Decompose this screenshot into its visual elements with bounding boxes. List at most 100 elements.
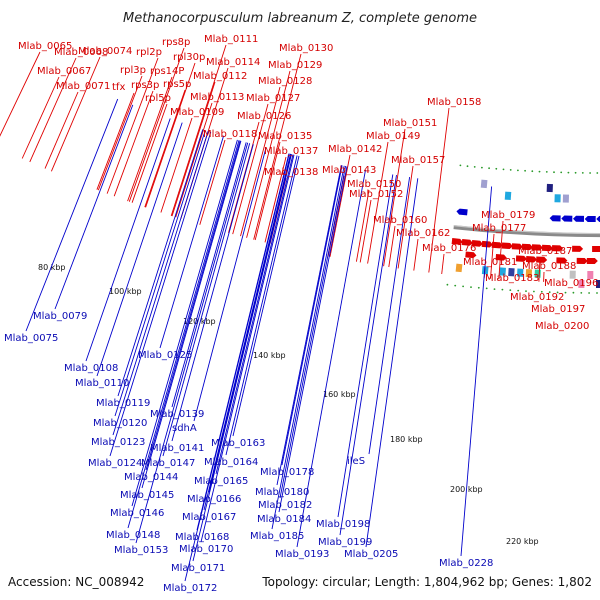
forward-gene xyxy=(465,251,477,259)
leader-line xyxy=(145,140,241,471)
reverse-gene-labels: Mlab_0079 Mlab_0075 Mlab_0108 Mlab_0110 … xyxy=(4,311,493,594)
forward-gene xyxy=(451,237,463,245)
tick-label-140: 140 kbp xyxy=(253,351,286,360)
gene-label: Mlab_0182 xyxy=(258,500,312,511)
leader-line xyxy=(383,128,406,267)
leader-line xyxy=(54,104,134,310)
forward-gene xyxy=(556,257,568,264)
leader-line xyxy=(339,175,397,536)
feature-block xyxy=(554,194,561,203)
arrow-shape xyxy=(592,245,600,253)
gene-label: rps8p xyxy=(162,37,190,48)
leader-line xyxy=(117,129,204,397)
guide-dot xyxy=(459,164,462,167)
gene-label: Mlab_0152 xyxy=(349,189,403,200)
gene-label: rps3p xyxy=(131,80,159,91)
guide-dot xyxy=(531,170,534,173)
leader-line xyxy=(225,155,298,456)
gene-label: Mlab_0075 xyxy=(4,333,58,344)
arrow-shape xyxy=(561,215,573,222)
leader-line xyxy=(192,154,292,562)
leader-line xyxy=(271,165,345,530)
leader-line xyxy=(498,220,504,280)
leader-line xyxy=(538,256,541,282)
arrow-shape xyxy=(531,244,543,251)
gene-label: Mlab_0120 xyxy=(93,418,147,429)
gene-label: Mlab_0193 xyxy=(275,549,329,560)
gene-label: Mlab_0141 xyxy=(150,443,204,454)
gene-label: Mlab_0160 xyxy=(373,215,427,226)
gene-label: Mlab_0164 xyxy=(204,457,258,468)
gene-label: Mlab_0128 xyxy=(258,76,312,87)
feature-block xyxy=(480,179,488,189)
gene-label: Mlab_0171 xyxy=(171,563,225,574)
gene-label: Mlab_0067 xyxy=(37,66,91,77)
gene-label: Mlab_0139 xyxy=(150,409,204,420)
gene-label: Mlab_0166 xyxy=(187,494,241,505)
guide-dot xyxy=(538,170,541,173)
leader-line xyxy=(240,86,281,237)
arrow-shape xyxy=(573,215,585,222)
forward-gene xyxy=(541,244,553,252)
guide-dot xyxy=(540,290,543,293)
tick-label-120: 120 kbp xyxy=(183,317,216,326)
gene-label: Mlab_0178 xyxy=(260,467,314,478)
guide-dot xyxy=(517,289,520,292)
gene-label: Mlab_0176 xyxy=(422,243,476,254)
gene-label: Mlab_0198 xyxy=(316,519,370,530)
arrow-shape xyxy=(495,254,507,261)
leader-line xyxy=(397,165,414,269)
gene-label: rpl5p xyxy=(145,93,171,104)
gene-label: Mlab_0150 xyxy=(347,179,401,190)
forward-gene xyxy=(586,257,598,265)
genome-backbone-highlight xyxy=(453,225,600,235)
guide-dot xyxy=(580,292,583,294)
leader-line xyxy=(367,141,389,264)
gene-label: Mlab_0205 xyxy=(344,549,398,560)
gene-label: Mlab_0145 xyxy=(120,490,174,501)
guide-dot xyxy=(462,285,464,288)
gene-label: Mlab_0183 xyxy=(485,273,539,284)
leader-line xyxy=(145,62,196,208)
gene-label: Mlab_0197 xyxy=(531,304,585,315)
guide-dot xyxy=(502,168,505,171)
gene-label: Mlab_0177 xyxy=(472,223,526,234)
leader-line xyxy=(159,135,225,349)
leader-line xyxy=(296,169,366,548)
leader-line xyxy=(184,153,290,582)
guide-dot xyxy=(446,283,449,286)
gene-label: Mlab_0130 xyxy=(279,43,333,54)
leader-line xyxy=(199,139,226,225)
leader-line xyxy=(171,142,247,408)
gene-label: Mlab_0135 xyxy=(258,131,312,142)
arrow-shape xyxy=(461,239,473,246)
forward-gene xyxy=(495,254,507,261)
gene-label: Mlab_0147 xyxy=(141,458,195,469)
guide-dot xyxy=(481,166,483,169)
leader-line xyxy=(246,70,291,238)
gene-label: Mlab_0172 xyxy=(163,583,217,594)
leader-line xyxy=(162,143,251,457)
forward-gene xyxy=(531,244,543,251)
forward-gene xyxy=(521,243,533,251)
gene-label: Mlab_0118 xyxy=(203,129,257,140)
leader-line xyxy=(490,233,495,279)
gene-label: Mlab_0158 xyxy=(427,97,481,108)
forward-gene xyxy=(515,255,527,262)
gene-label: Mlab_0184 xyxy=(257,514,311,525)
guide-dot xyxy=(509,169,512,171)
feature-block xyxy=(516,268,524,277)
feature-block xyxy=(596,280,600,288)
leader-line xyxy=(114,130,206,417)
leader-line xyxy=(413,238,419,271)
guide-dot xyxy=(493,288,496,290)
gene-features xyxy=(451,179,600,288)
leader-line xyxy=(460,186,493,557)
arrow-shape xyxy=(511,243,523,250)
guide-dot xyxy=(473,166,476,168)
arrow-shape xyxy=(501,242,513,249)
arrow-shape xyxy=(556,257,568,264)
forward-gene xyxy=(471,240,483,247)
label-leader-lines xyxy=(0,44,545,582)
